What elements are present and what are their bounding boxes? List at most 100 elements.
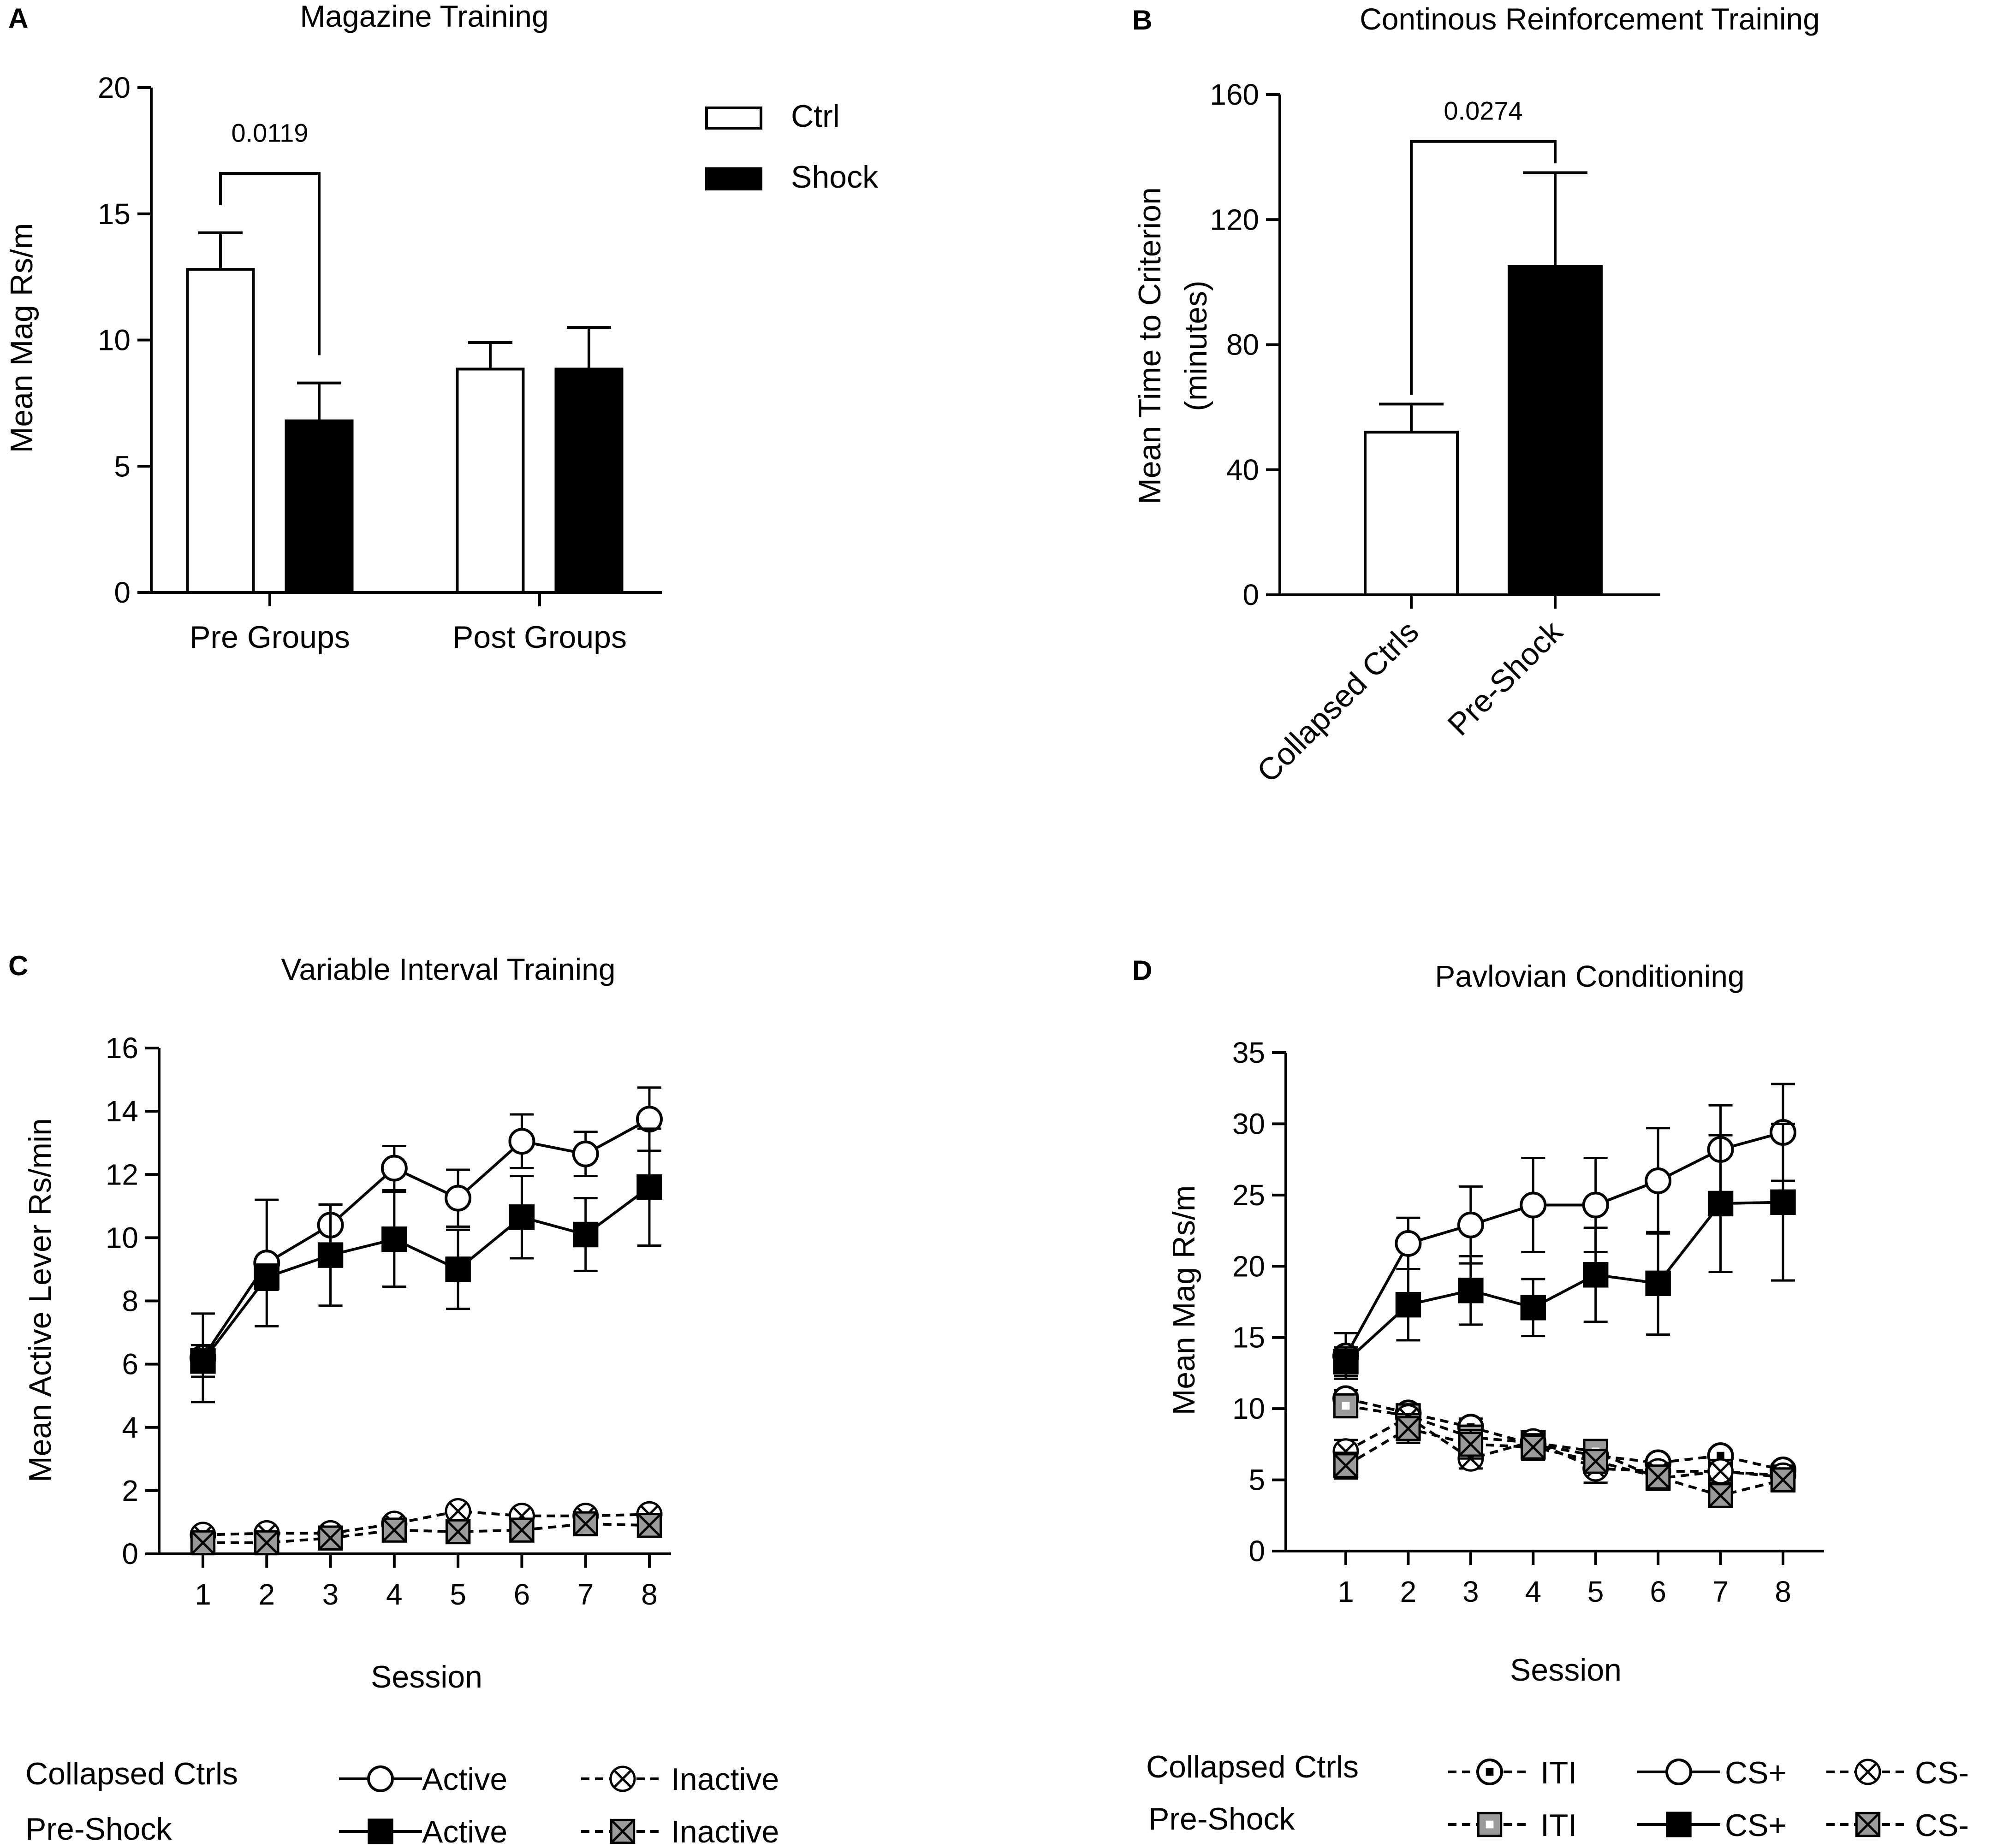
marker-filled-square bbox=[1707, 1191, 1734, 1217]
panel-letter-c: C bbox=[8, 950, 28, 981]
marker-filled-square bbox=[573, 1221, 599, 1248]
marker-cross bbox=[509, 1518, 534, 1543]
y-tick-label: 2 bbox=[122, 1474, 138, 1507]
y-tick-label: 35 bbox=[1232, 1036, 1265, 1069]
marker-cross bbox=[610, 1819, 635, 1844]
marker-filled-square bbox=[636, 1174, 662, 1200]
y-tick-label: 14 bbox=[106, 1095, 138, 1128]
chart-title: Pavlovian Conditioning bbox=[1435, 959, 1744, 993]
marker-open-circle bbox=[1645, 1167, 1672, 1194]
legend-marks bbox=[339, 1765, 664, 1844]
marker-open-circle bbox=[1520, 1191, 1547, 1219]
marker-cross bbox=[1859, 1763, 1877, 1781]
x-tick-label: 1 bbox=[195, 1578, 211, 1611]
marker-cross bbox=[1855, 1812, 1880, 1837]
marker-filled-square bbox=[368, 1818, 393, 1844]
series-pre-shock-cs- bbox=[1333, 1122, 1796, 1377]
x-tick-label: Collapsed Ctrls bbox=[1250, 614, 1426, 789]
marker-filled-square bbox=[509, 1204, 535, 1230]
y-tick-label: 160 bbox=[1210, 78, 1259, 111]
marker-cross bbox=[613, 1770, 632, 1788]
y-tick-label: 40 bbox=[1226, 453, 1259, 486]
series-collapsed-ctrls-cs- bbox=[1332, 1083, 1796, 1380]
marker-center-dot bbox=[1486, 1768, 1494, 1776]
p-value-label: 0.0119 bbox=[231, 118, 308, 148]
marker-cross bbox=[1521, 1435, 1545, 1459]
marker-cross bbox=[254, 1530, 279, 1555]
x-tick-label: 4 bbox=[386, 1578, 403, 1611]
marker-cross bbox=[1583, 1449, 1608, 1474]
y-tick-label: 120 bbox=[1210, 203, 1259, 236]
x-tick-label: 4 bbox=[1525, 1575, 1541, 1608]
marker-filled-square bbox=[1458, 1278, 1484, 1303]
panel-b-continuous-reinforcement: B Continous Reinforcement Training Mean … bbox=[1132, 2, 1820, 789]
y-tick-label: 15 bbox=[1232, 1321, 1265, 1354]
marker-cross bbox=[190, 1530, 215, 1555]
chart-title: Magazine Training bbox=[300, 0, 548, 33]
significance-bracket bbox=[219, 172, 321, 355]
marker-filled-square bbox=[1666, 1812, 1692, 1837]
significance-annotation: 0.0119 bbox=[219, 118, 321, 355]
significance-annotation: 0.0274 bbox=[1410, 96, 1557, 395]
legend-label-shock-inactive: Inactive bbox=[671, 1814, 779, 1848]
marker-open-circle bbox=[1395, 1230, 1422, 1257]
legend-label-ctrl-cs-plus: CS+ bbox=[1725, 1755, 1787, 1790]
series-pre-shock-cs- bbox=[1333, 1413, 1796, 1508]
panel-letter-a: A bbox=[8, 3, 28, 34]
bars bbox=[186, 231, 624, 594]
legend-label-shock: Shock bbox=[791, 160, 879, 195]
y-tick-label: 80 bbox=[1226, 328, 1259, 361]
x-tick-label: 1 bbox=[1337, 1575, 1354, 1608]
marker-center-dot bbox=[1486, 1820, 1494, 1829]
marker-filled-square bbox=[1645, 1270, 1671, 1297]
y-tick-label: 5 bbox=[1248, 1463, 1265, 1497]
x-tick-label: 3 bbox=[322, 1578, 339, 1611]
x-tick-label: 8 bbox=[1775, 1575, 1791, 1608]
y-tick-label: 10 bbox=[1232, 1392, 1265, 1425]
x-tick-label: 6 bbox=[1650, 1575, 1666, 1608]
y-axis-label: Mean Active Lever Rs/min bbox=[23, 1118, 58, 1482]
x-tick-label: Pre Groups bbox=[190, 620, 350, 655]
legend-label-shock-cs-minus: CS- bbox=[1915, 1808, 1969, 1843]
bar-collapsed-ctrls bbox=[1364, 431, 1459, 596]
panel-letter-d: D bbox=[1132, 955, 1152, 986]
y-axis-label-line-2: (minutes) bbox=[1178, 280, 1213, 411]
marker-cross bbox=[382, 1518, 407, 1543]
marker-filled-square bbox=[445, 1256, 471, 1282]
y-tick-label: 0 bbox=[114, 576, 131, 609]
y-tick-label: 16 bbox=[106, 1031, 138, 1065]
legend: Ctrl Shock bbox=[705, 99, 879, 195]
legend-swatch-ctrl bbox=[705, 107, 762, 130]
bar-shock bbox=[285, 419, 354, 594]
marker-open-circle bbox=[1457, 1211, 1484, 1238]
bar-pre-shock bbox=[1508, 265, 1603, 596]
marker-filled-square bbox=[1770, 1189, 1796, 1215]
marker-dotted-grey-square bbox=[1477, 1812, 1503, 1837]
bar-ctrl bbox=[456, 367, 525, 594]
x-tick-label: 7 bbox=[577, 1578, 594, 1611]
legend-row-label-collapsed-ctrls: Collapsed Ctrls bbox=[25, 1756, 238, 1791]
y-tick-label: 0 bbox=[1248, 1534, 1265, 1568]
legend-row-label-pre-shock: Pre-Shock bbox=[1148, 1801, 1295, 1836]
bar-shock bbox=[554, 367, 624, 594]
panel-a-magazine-training: A Magazine Training Mean Mag Rs/m 0 5 10 15… bbox=[4, 0, 879, 655]
legend-row-label-collapsed-ctrls: Collapsed Ctrls bbox=[1146, 1749, 1359, 1784]
legend-row-label-pre-shock: Pre-Shock bbox=[25, 1812, 172, 1847]
x-tick-label: 2 bbox=[1400, 1575, 1417, 1608]
plot-series bbox=[1332, 1083, 1796, 1508]
legend-label-ctrl-active: Active bbox=[422, 1762, 507, 1797]
legend-label-ctrl-cs-minus: CS- bbox=[1915, 1755, 1969, 1790]
legend-label-shock-active: Active bbox=[422, 1814, 507, 1848]
chart-title: Variable Interval Training bbox=[281, 952, 615, 986]
marker-filled-square bbox=[1395, 1291, 1421, 1318]
series-line bbox=[1344, 1201, 1783, 1363]
marker-cross bbox=[1771, 1468, 1795, 1493]
y-tick-label: 20 bbox=[1232, 1250, 1265, 1283]
marker-open-circle bbox=[445, 1185, 472, 1212]
legend-label-ctrl: Ctrl bbox=[791, 99, 840, 134]
x-tick-label: 7 bbox=[1712, 1575, 1729, 1608]
series-pre-shock-active bbox=[190, 1127, 662, 1378]
marker-open-circle bbox=[508, 1128, 535, 1155]
